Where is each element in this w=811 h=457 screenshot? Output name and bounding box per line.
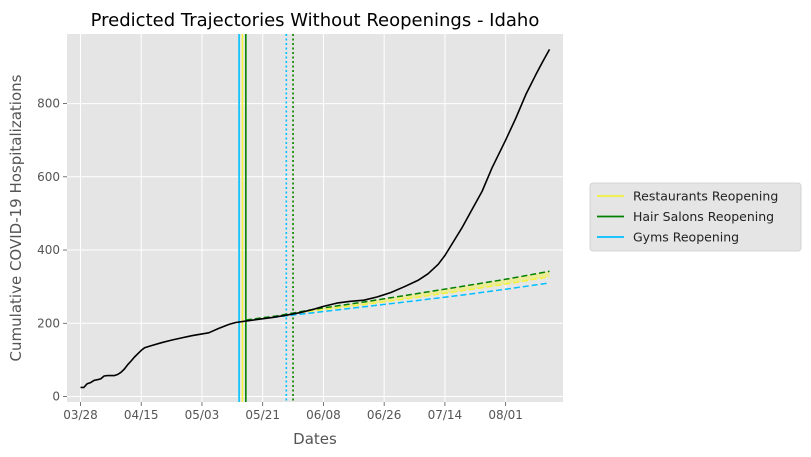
- y-tick-label: 800: [37, 97, 60, 111]
- series-line-observed: [80, 49, 551, 389]
- x-tick-label: 03/28: [63, 408, 98, 422]
- plot-area: [67, 34, 563, 402]
- series-line-hair-salons-reopening: [245, 270, 550, 321]
- x-axis: 03/28 04/15 05/03 05/21 06/08 06/26 07/14 08/01: [63, 402, 523, 422]
- legend-label: Hair Salons Reopening: [633, 209, 774, 224]
- x-tick-label: 05/21: [245, 408, 280, 422]
- y-axis: 0 200 400 600 800: [37, 97, 67, 404]
- reopening-markers: [238, 34, 294, 402]
- x-tick-label: 04/15: [124, 408, 159, 422]
- y-axis-title: Cumulative COVID-19 Hospitalizations: [7, 74, 25, 361]
- x-tick-label: 06/26: [367, 408, 402, 422]
- grid: [67, 34, 563, 402]
- x-axis-title: Dates: [293, 430, 337, 448]
- y-tick-label: 400: [37, 243, 60, 257]
- series-layer: [80, 49, 551, 389]
- legend: Restaurants Reopening Hair Salons Reopeni…: [589, 182, 802, 252]
- legend-label: Restaurants Reopening: [633, 189, 778, 204]
- x-tick-label: 06/08: [306, 408, 341, 422]
- y-tick-label: 200: [37, 316, 60, 330]
- chart-title: Predicted Trajectories Without Reopening…: [91, 10, 540, 31]
- x-tick-label: 05/03: [185, 408, 220, 422]
- x-tick-label: 07/14: [428, 408, 463, 422]
- legend-label: Gyms Reopening: [633, 230, 739, 245]
- x-tick-label: 08/01: [488, 408, 523, 422]
- legend-box: [589, 182, 802, 252]
- y-tick-label: 600: [37, 170, 60, 184]
- y-tick-label: 0: [52, 390, 60, 404]
